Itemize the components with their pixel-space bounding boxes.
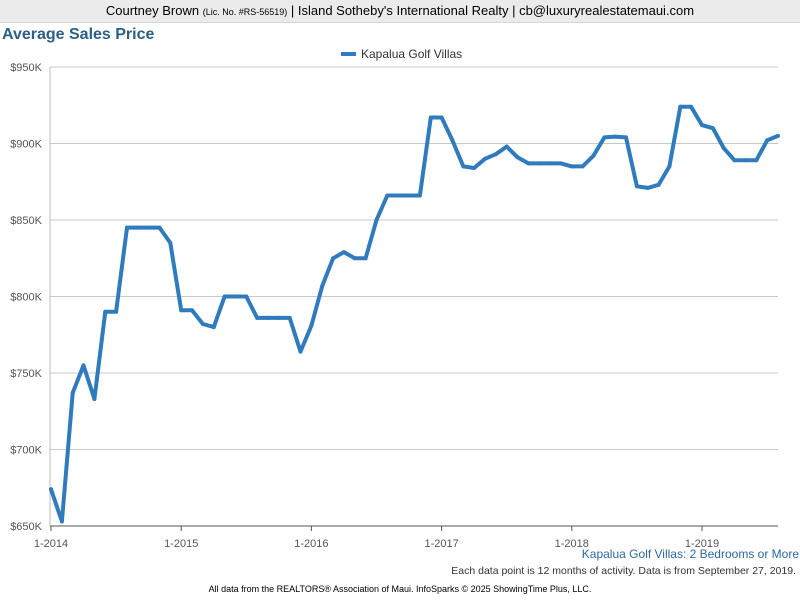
data-point bbox=[331, 256, 336, 261]
data-point bbox=[190, 308, 194, 313]
data-point bbox=[580, 164, 585, 169]
data-point bbox=[211, 325, 216, 330]
data-point bbox=[732, 158, 737, 163]
header-separator-1: | bbox=[287, 3, 298, 18]
data-point bbox=[179, 308, 184, 313]
data-point bbox=[298, 349, 303, 354]
data-point bbox=[721, 146, 726, 151]
data-point bbox=[114, 309, 119, 314]
data-point bbox=[244, 294, 249, 299]
data-point bbox=[363, 256, 368, 261]
data-point bbox=[667, 164, 672, 169]
chart-subtitle: Kapalua Golf Villas: 2 Bedrooms or More bbox=[581, 547, 799, 561]
x-tick-label: 1-2018 bbox=[555, 538, 589, 550]
data-point bbox=[135, 225, 140, 230]
data-point bbox=[689, 104, 694, 109]
license-number: (Lic. No. #RS-56519) bbox=[202, 7, 288, 17]
data-point bbox=[396, 193, 401, 198]
data-point bbox=[233, 294, 238, 299]
header-bar: Courtney Brown (Lic. No. #RS-56519) | Is… bbox=[0, 0, 800, 23]
data-point bbox=[92, 397, 97, 401]
data-point bbox=[222, 294, 227, 299]
data-point bbox=[70, 390, 75, 395]
data-point bbox=[276, 315, 281, 320]
data-point bbox=[754, 158, 759, 163]
data-note: Each data point is 12 months of activity… bbox=[451, 565, 796, 577]
data-point bbox=[341, 250, 346, 255]
data-point bbox=[775, 133, 780, 138]
data-point bbox=[613, 134, 618, 139]
data-point bbox=[678, 104, 683, 109]
data-point bbox=[374, 218, 379, 222]
data-point bbox=[559, 161, 563, 166]
data-point bbox=[428, 115, 433, 120]
footer-credit: All data from the REALTORS® Association … bbox=[208, 584, 592, 594]
series-line bbox=[49, 104, 780, 524]
data-point bbox=[385, 193, 390, 198]
data-point bbox=[439, 115, 444, 120]
data-point bbox=[634, 184, 639, 189]
data-point bbox=[81, 363, 86, 368]
data-point bbox=[602, 135, 607, 140]
header-separator-2: | bbox=[508, 3, 520, 18]
data-point bbox=[49, 487, 53, 492]
data-point bbox=[450, 138, 455, 143]
legend-label: Kapalua Golf Villas bbox=[361, 47, 462, 61]
data-point bbox=[472, 166, 477, 170]
data-point bbox=[656, 182, 661, 187]
data-point bbox=[548, 161, 553, 166]
x-tick-label: 1-2016 bbox=[294, 538, 328, 550]
data-point bbox=[743, 158, 748, 163]
data-point bbox=[417, 193, 422, 198]
x-tick-label: 1-2015 bbox=[164, 538, 198, 550]
agent-name: Courtney Brown bbox=[105, 3, 200, 18]
data-point bbox=[320, 283, 325, 288]
data-point bbox=[526, 161, 531, 166]
data-point bbox=[591, 153, 596, 158]
data-point bbox=[765, 138, 770, 143]
data-point bbox=[200, 322, 205, 326]
data-point bbox=[125, 225, 129, 230]
data-point bbox=[515, 155, 520, 160]
data-point bbox=[504, 144, 509, 149]
y-tick-label: $750K bbox=[10, 368, 42, 380]
data-point bbox=[537, 161, 542, 166]
data-point bbox=[309, 323, 314, 328]
y-tick-label: $850K bbox=[10, 215, 42, 227]
data-point bbox=[700, 123, 704, 128]
data-point bbox=[710, 126, 715, 131]
data-point bbox=[483, 156, 487, 161]
data-point bbox=[59, 519, 64, 524]
data-point bbox=[352, 256, 357, 261]
chart-title: Average Sales Price bbox=[2, 26, 155, 43]
data-point bbox=[624, 135, 628, 140]
x-tick-label: 1-2014 bbox=[34, 538, 68, 550]
agent-email[interactable]: cb@luxuryrealestatemaui.com bbox=[519, 3, 695, 18]
data-point bbox=[146, 225, 151, 230]
data-point bbox=[493, 152, 498, 157]
x-tick-label: 1-2017 bbox=[424, 538, 458, 550]
data-point bbox=[255, 315, 260, 320]
brokerage-name: Island Sotheby's International Realty bbox=[297, 3, 509, 18]
data-point bbox=[287, 315, 292, 320]
y-tick-label: $800K bbox=[10, 292, 42, 304]
data-point bbox=[168, 240, 173, 245]
data-point bbox=[407, 193, 412, 198]
data-point bbox=[645, 185, 650, 190]
y-tick-label: $700K bbox=[10, 445, 42, 457]
data-point bbox=[266, 315, 270, 320]
y-tick-label: $950K bbox=[10, 62, 42, 74]
line-chart: $650K $700K $750K $800K $850K $900K $950K 1-201… bbox=[10, 47, 780, 550]
data-point bbox=[569, 164, 574, 169]
y-tick-label: $900K bbox=[10, 139, 42, 151]
data-point bbox=[103, 309, 108, 314]
data-point bbox=[157, 225, 162, 230]
y-tick-label: $650K bbox=[10, 521, 42, 533]
data-point bbox=[461, 164, 466, 169]
x-tick-label: 1-2019 bbox=[685, 538, 719, 550]
